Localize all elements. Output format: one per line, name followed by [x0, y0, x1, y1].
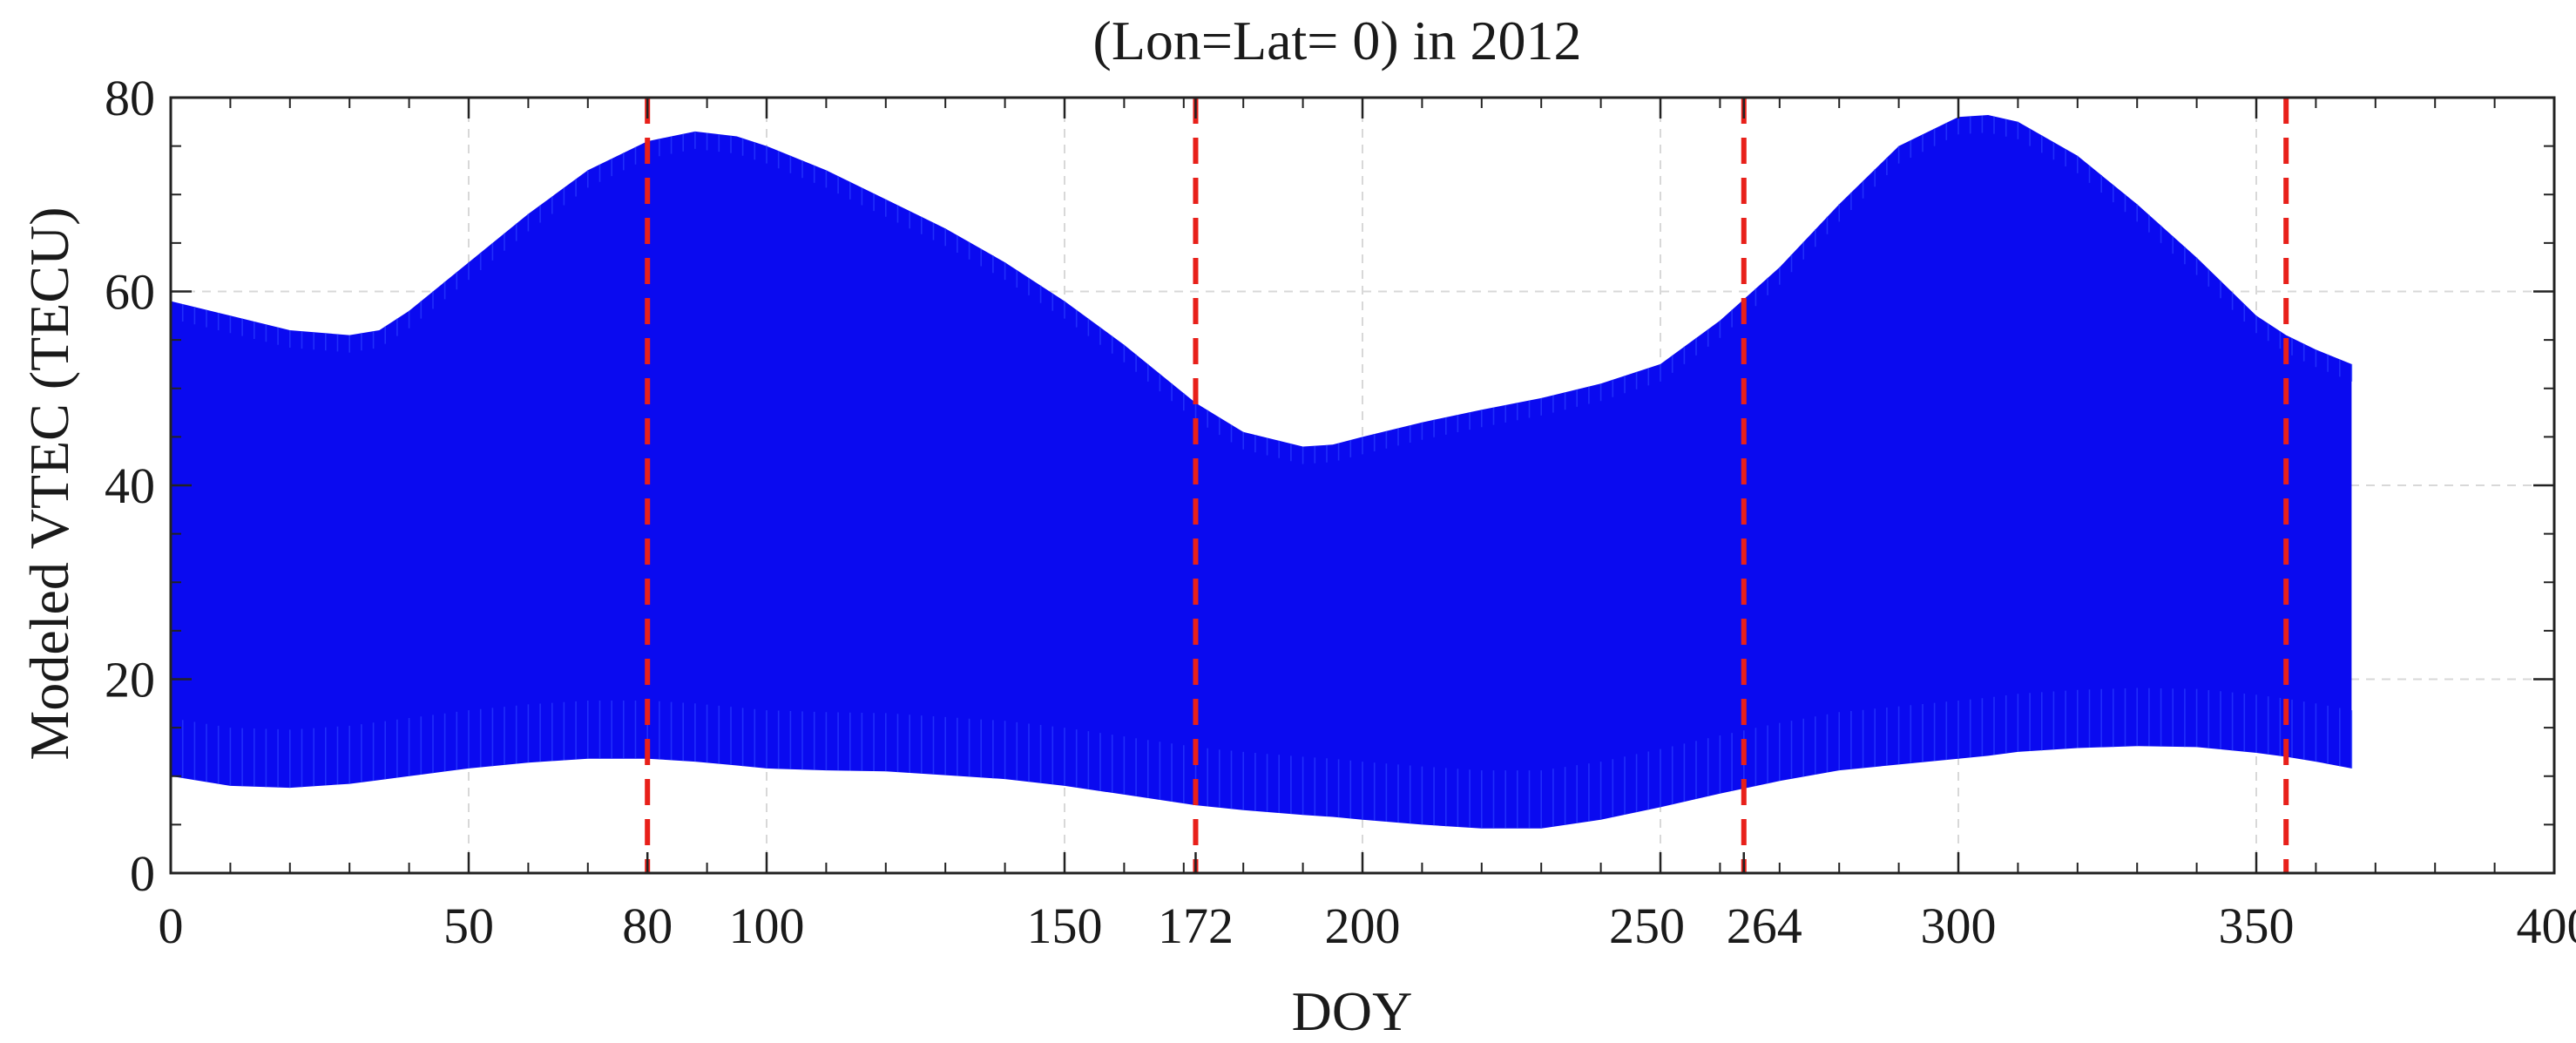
y-tick-label: 0: [130, 845, 155, 902]
x-tick-label: 50: [443, 897, 494, 954]
reference-lines: [645, 98, 2289, 873]
series-area: [170, 115, 2353, 829]
x-tick-label: 200: [1325, 897, 1401, 954]
y-tick-label: 20: [105, 652, 155, 708]
x-axis-label: DOY: [1292, 980, 1413, 1042]
y-tick-label: 60: [105, 264, 155, 321]
y-tick-label: 80: [105, 70, 155, 126]
x-tick-label: 350: [2219, 897, 2295, 954]
x-tick-label: 400: [2517, 897, 2576, 954]
y-tick-label: 40: [105, 457, 155, 514]
y-axis-label: Modeled VTEC (TECU): [18, 207, 80, 760]
x-ticks: 0 50 80 100 150 172 200 250 264 300 350 400: [159, 98, 2576, 954]
x-tick-label: 80: [622, 897, 673, 954]
chart-title: (Lon=Lat= 0) in 2012: [1093, 10, 1582, 71]
x-tick-label: 250: [1609, 897, 1685, 954]
x-tick-label: 172: [1158, 897, 1234, 954]
y-ticks: 0 20 40 60 80: [105, 70, 2554, 902]
x-tick-label: 264: [1727, 897, 1802, 954]
x-tick-label: 150: [1027, 897, 1103, 954]
series-envelope: [171, 115, 2352, 829]
x-tick-label: 0: [159, 897, 184, 954]
x-tick-label: 100: [729, 897, 805, 954]
x-tick-label: 300: [1921, 897, 1997, 954]
